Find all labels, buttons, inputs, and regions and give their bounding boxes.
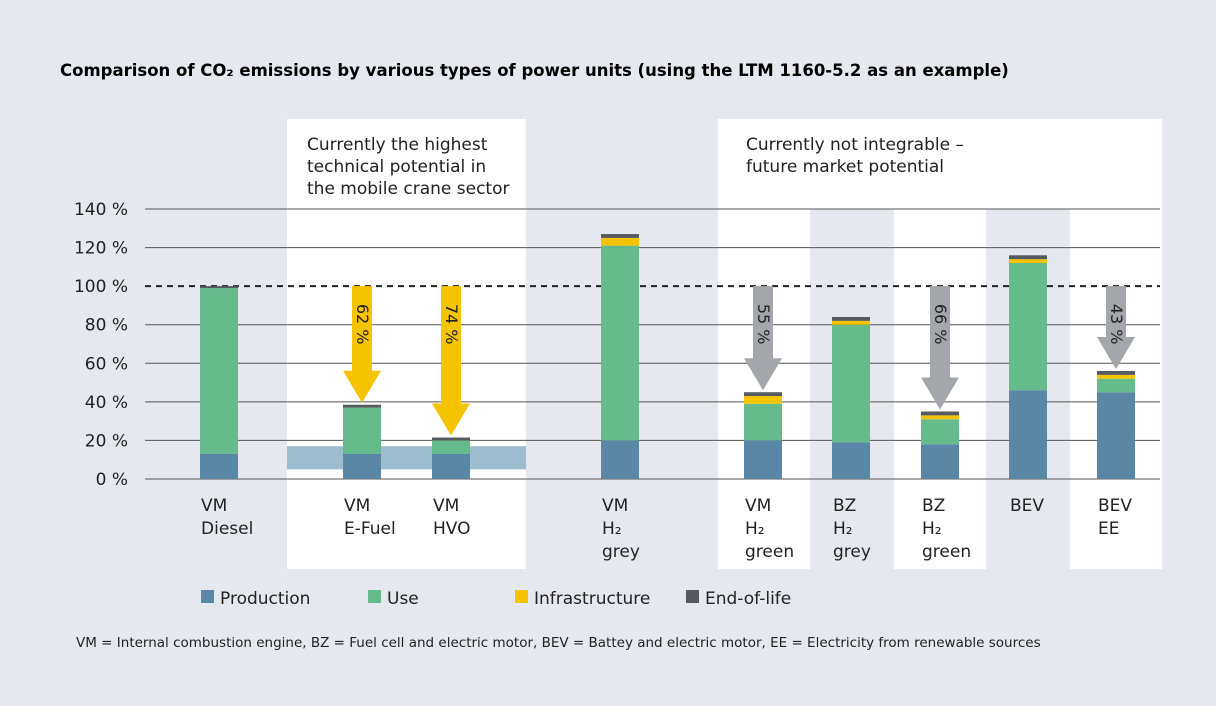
bar-use: [1097, 378, 1135, 393]
bar-production: [1009, 390, 1047, 479]
bar-infrastructure: [921, 415, 959, 420]
bar-production: [432, 453, 470, 479]
y-tick-label: 100 %: [74, 277, 128, 297]
legend-swatch-end-of-life: [686, 590, 699, 603]
bar-use: [432, 440, 470, 454]
category-label: green: [745, 542, 794, 562]
category-label: green: [922, 542, 971, 562]
category-label: VM: [745, 496, 771, 516]
bar-end-of-life: [744, 392, 782, 397]
category-label: BZ: [833, 496, 856, 516]
category-label: HVO: [433, 519, 471, 539]
bar-production: [200, 453, 238, 479]
reduction-label: 66 %: [931, 304, 950, 345]
reduction-arrow: [343, 286, 381, 403]
callout-text: the mobile crane sector: [307, 179, 509, 199]
reduction-label: 55 %: [754, 304, 773, 345]
bar-production: [601, 440, 639, 479]
category-label: Diesel: [201, 519, 253, 539]
reduction-label: 43 %: [1107, 304, 1126, 345]
category-label: VM: [602, 496, 628, 516]
callout-text: Currently the highest: [307, 135, 488, 155]
category-label: VM: [201, 496, 227, 516]
bar-infrastructure: [832, 320, 870, 325]
reduction-arrow: [921, 286, 959, 410]
bar-end-of-life: [200, 286, 238, 289]
category-label: grey: [833, 542, 871, 562]
bar-production: [921, 444, 959, 479]
bar-end-of-life: [1009, 255, 1047, 260]
y-tick-label: 120 %: [74, 239, 128, 259]
bar-use: [1009, 263, 1047, 391]
callout-text: future market potential: [746, 157, 944, 177]
legend-swatch-production: [201, 590, 214, 603]
bar-end-of-life: [1097, 371, 1135, 375]
bar-infrastructure: [1009, 259, 1047, 263]
highlight-panel: [718, 119, 1162, 209]
reduction-arrow: [432, 286, 470, 436]
bar-use: [200, 288, 238, 454]
bar-use: [343, 407, 381, 454]
y-tick-label: 60 %: [85, 354, 128, 374]
legend-label-use: Use: [387, 589, 419, 609]
bar-end-of-life: [432, 437, 470, 441]
callout-text: technical potential in: [307, 157, 486, 177]
category-label: BZ: [922, 496, 945, 516]
footnote: VM = Internal combustion engine, BZ = Fu…: [76, 635, 1041, 651]
legend-label-infrastructure: Infrastructure: [534, 589, 650, 609]
category-label: E-Fuel: [344, 519, 396, 539]
bar-production: [1097, 392, 1135, 479]
legend-swatch-use: [368, 590, 381, 603]
reduction-arrow: [1097, 286, 1135, 369]
bar-use: [601, 245, 639, 441]
category-label: BEV: [1010, 496, 1044, 516]
category-label: EE: [1098, 519, 1119, 539]
legend-label-end-of-life: End-of-life: [705, 589, 791, 609]
category-label: H₂: [922, 519, 942, 539]
y-tick-label: 140 %: [74, 200, 128, 220]
category-label: VM: [344, 496, 370, 516]
category-label: VM: [433, 496, 459, 516]
legend-swatch-infrastructure: [515, 590, 528, 603]
bar-use: [921, 419, 959, 445]
bar-infrastructure: [601, 237, 639, 246]
bar-production: [832, 442, 870, 479]
bar-end-of-life: [601, 234, 639, 238]
bar-end-of-life: [343, 404, 381, 408]
y-tick-label: 80 %: [85, 316, 128, 336]
bar-end-of-life: [921, 411, 959, 416]
category-label: grey: [602, 542, 640, 562]
category-label: H₂: [602, 519, 622, 539]
y-tick-label: 20 %: [85, 431, 128, 451]
highlight-panel: [287, 119, 526, 569]
reference-band: [287, 446, 526, 470]
bar-infrastructure: [1097, 374, 1135, 379]
bar-use: [744, 403, 782, 441]
chart-title: Comparison of CO₂ emissions by various t…: [60, 61, 1009, 80]
reduction-label: 74 %: [442, 304, 461, 345]
bar-production: [343, 453, 381, 479]
bar-infrastructure: [744, 396, 782, 404]
reduction-arrow: [744, 286, 782, 391]
legend-label-production: Production: [220, 589, 310, 609]
bar-use: [832, 324, 870, 443]
bar-production: [744, 440, 782, 479]
category-label: BEV: [1098, 496, 1132, 516]
callout-text: Currently not integrable –: [746, 135, 964, 155]
category-label: H₂: [745, 519, 765, 539]
y-tick-label: 0 %: [96, 470, 128, 490]
y-tick-label: 40 %: [85, 393, 128, 413]
category-label: H₂: [833, 519, 853, 539]
bar-end-of-life: [832, 317, 870, 321]
reduction-label: 62 %: [353, 304, 372, 345]
